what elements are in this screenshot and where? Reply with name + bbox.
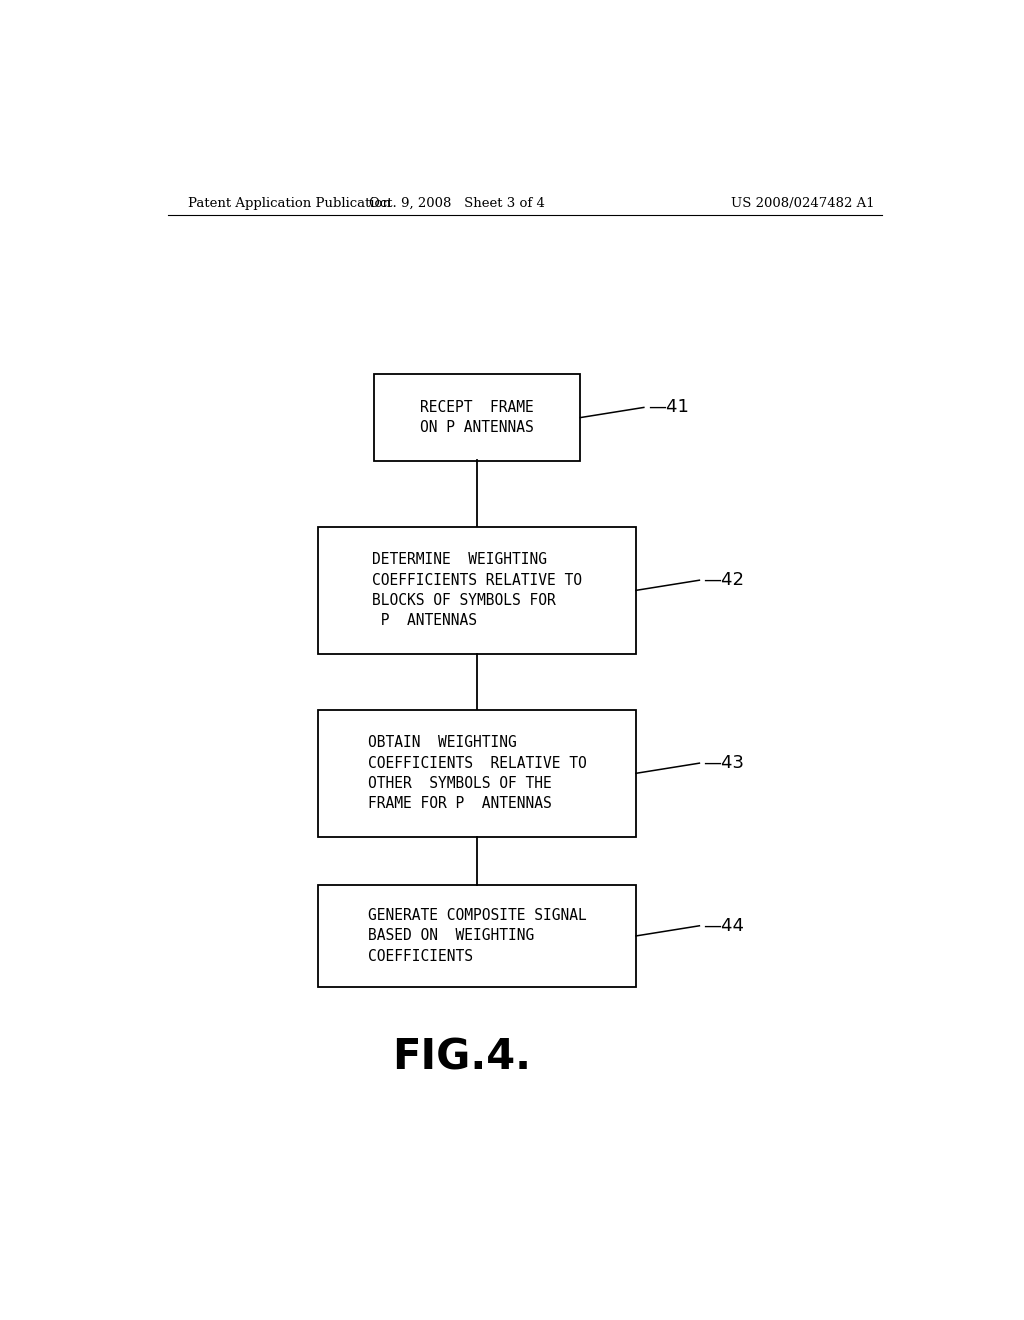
Text: FIG.4.: FIG.4. — [392, 1038, 530, 1078]
Text: RECEPT  FRAME
ON P ANTENNAS: RECEPT FRAME ON P ANTENNAS — [420, 400, 535, 436]
Text: US 2008/0247482 A1: US 2008/0247482 A1 — [731, 197, 874, 210]
Text: —43: —43 — [703, 754, 744, 772]
Bar — [318, 527, 636, 653]
Text: —41: —41 — [648, 399, 689, 416]
Bar — [318, 886, 636, 987]
Text: OBTAIN  WEIGHTING
COEFFICIENTS  RELATIVE TO
OTHER  SYMBOLS OF THE
FRAME FOR P  A: OBTAIN WEIGHTING COEFFICIENTS RELATIVE T… — [368, 735, 587, 812]
Text: —44: —44 — [703, 917, 744, 935]
Bar — [318, 710, 636, 837]
Text: Patent Application Publication: Patent Application Publication — [187, 197, 390, 210]
Bar — [374, 375, 581, 461]
Text: GENERATE COMPOSITE SIGNAL
BASED ON  WEIGHTING
COEFFICIENTS: GENERATE COMPOSITE SIGNAL BASED ON WEIGH… — [368, 908, 587, 964]
Text: DETERMINE  WEIGHTING
COEFFICIENTS RELATIVE TO
BLOCKS OF SYMBOLS FOR
 P  ANTENNAS: DETERMINE WEIGHTING COEFFICIENTS RELATIV… — [372, 552, 583, 628]
Text: —42: —42 — [703, 572, 744, 589]
Text: Oct. 9, 2008   Sheet 3 of 4: Oct. 9, 2008 Sheet 3 of 4 — [370, 197, 546, 210]
